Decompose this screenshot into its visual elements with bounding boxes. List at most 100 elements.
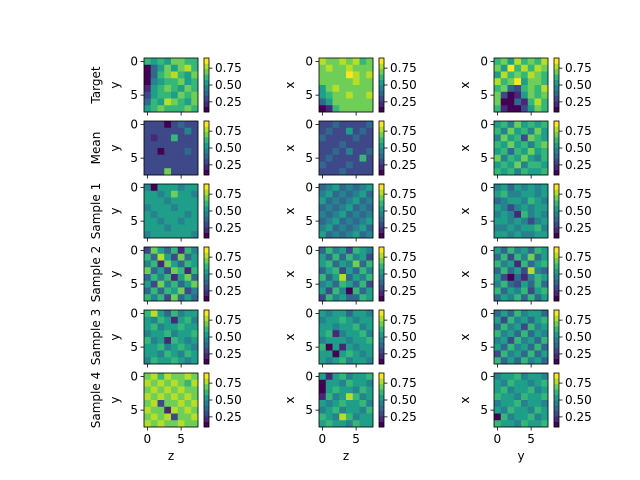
y-tick-label: 5 (305, 403, 313, 417)
colorbar-segment (379, 328, 384, 331)
heatmap-cell (177, 148, 185, 156)
colorbar-segment (554, 373, 559, 375)
colorbar-segment (204, 236, 209, 239)
colorbar-segment (554, 215, 559, 217)
colorbar-segment (379, 97, 384, 99)
heatmap-cell (319, 58, 327, 66)
heatmap-cell (346, 253, 354, 261)
heatmap-cell (325, 323, 333, 331)
heatmap-cell (541, 231, 549, 239)
heatmap-cell (346, 211, 354, 219)
heatmap-cell (359, 373, 367, 381)
colorbar-segment (204, 349, 209, 351)
heatmap-cell (514, 197, 522, 205)
heatmap-frame (318, 120, 374, 176)
colorbar-segment (204, 257, 209, 260)
heatmap-cell (507, 224, 515, 232)
colorbar-segment (204, 397, 209, 399)
heatmap-cell (500, 379, 508, 387)
colorbar-segment (379, 200, 384, 202)
colorbar-segment (554, 248, 559, 250)
colorbar-segment (204, 414, 209, 417)
colorbar-segment (204, 275, 209, 277)
colorbar-segment (379, 287, 384, 290)
heatmap-cell (164, 211, 172, 219)
colorbar-segment (204, 127, 209, 130)
heatmap-cell (500, 343, 508, 351)
heatmap-cell (346, 127, 354, 135)
heatmap-cell (534, 98, 542, 106)
heatmap-cell (164, 274, 172, 282)
colorbar-segment (554, 156, 559, 158)
heatmap-cell (494, 287, 502, 295)
heatmap-cell (319, 350, 327, 358)
colorbar-segment (204, 72, 209, 75)
heatmap-cell (507, 287, 515, 295)
heatmap-cell (346, 330, 354, 338)
colorbar-segment (554, 354, 559, 357)
heatmap-cell (191, 420, 199, 428)
heatmap-cell (352, 393, 360, 401)
colorbar-tick-label: 0.75 (565, 124, 592, 138)
heatmap-cell (359, 231, 367, 239)
colorbar-segment (204, 139, 209, 142)
heatmap-cell (366, 161, 374, 169)
heatmap-frame (143, 372, 199, 428)
y-axis-label: x (458, 270, 472, 277)
heatmap-cell (191, 58, 199, 66)
y-axis-label: y (108, 207, 122, 214)
heatmap-cell (534, 161, 542, 169)
heatmap-cell (494, 267, 502, 275)
colorbar-segment (379, 259, 384, 261)
colorbar-segment (379, 198, 384, 201)
heatmap-cell (171, 211, 179, 219)
heatmap-cell (359, 217, 367, 225)
colorbar-segment (379, 314, 384, 316)
heatmap-cell (500, 316, 508, 324)
colorbar-tick-label: 0.25 (565, 410, 592, 424)
colorbar-segment (379, 157, 384, 160)
colorbar-segment (379, 377, 384, 379)
heatmap-cell (507, 204, 515, 212)
heatmap-cell (144, 161, 152, 169)
colorbar-segment (204, 64, 209, 67)
heatmap-cell (527, 217, 535, 225)
heatmap-cell (541, 294, 549, 302)
heatmap-cell (494, 211, 502, 219)
colorbar-segment (554, 101, 559, 103)
colorbar-segment (204, 208, 209, 210)
heatmap-cell (325, 330, 333, 338)
heatmap-cell (184, 211, 192, 219)
heatmap-cell (144, 154, 152, 162)
colorbar-segment (379, 420, 384, 422)
heatmap-cell (521, 134, 529, 142)
heatmap-cell (177, 204, 185, 212)
heatmap-cell (191, 121, 199, 129)
colorbar-segment (204, 315, 209, 318)
heatmap-cell (534, 184, 542, 192)
heatmap-cell (144, 253, 152, 261)
colorbar-segment (204, 186, 209, 189)
colorbar-segment (204, 323, 209, 326)
colorbar-segment (554, 157, 559, 160)
y-tick-label: 0 (480, 54, 488, 68)
colorbar-segment (554, 349, 559, 351)
heatmap-cell (332, 253, 340, 261)
colorbar-segment (379, 312, 384, 315)
colorbar-segment (379, 188, 384, 190)
colorbar-segment (204, 357, 209, 359)
colorbar-segment (379, 125, 384, 127)
heatmap-cell (157, 413, 165, 421)
heatmap-cell (500, 197, 508, 205)
colorbar-segment (204, 161, 209, 164)
heatmap-cell (144, 386, 152, 394)
heatmap-cell (527, 406, 535, 414)
heatmap-cell (164, 161, 172, 169)
heatmap-cell (164, 413, 172, 421)
colorbar-segment (379, 326, 384, 328)
colorbar-segment (379, 418, 384, 421)
heatmap-cell (319, 71, 327, 79)
heatmap-cell (184, 217, 192, 225)
heatmap-cell (534, 267, 542, 275)
colorbar-segment (379, 172, 384, 174)
